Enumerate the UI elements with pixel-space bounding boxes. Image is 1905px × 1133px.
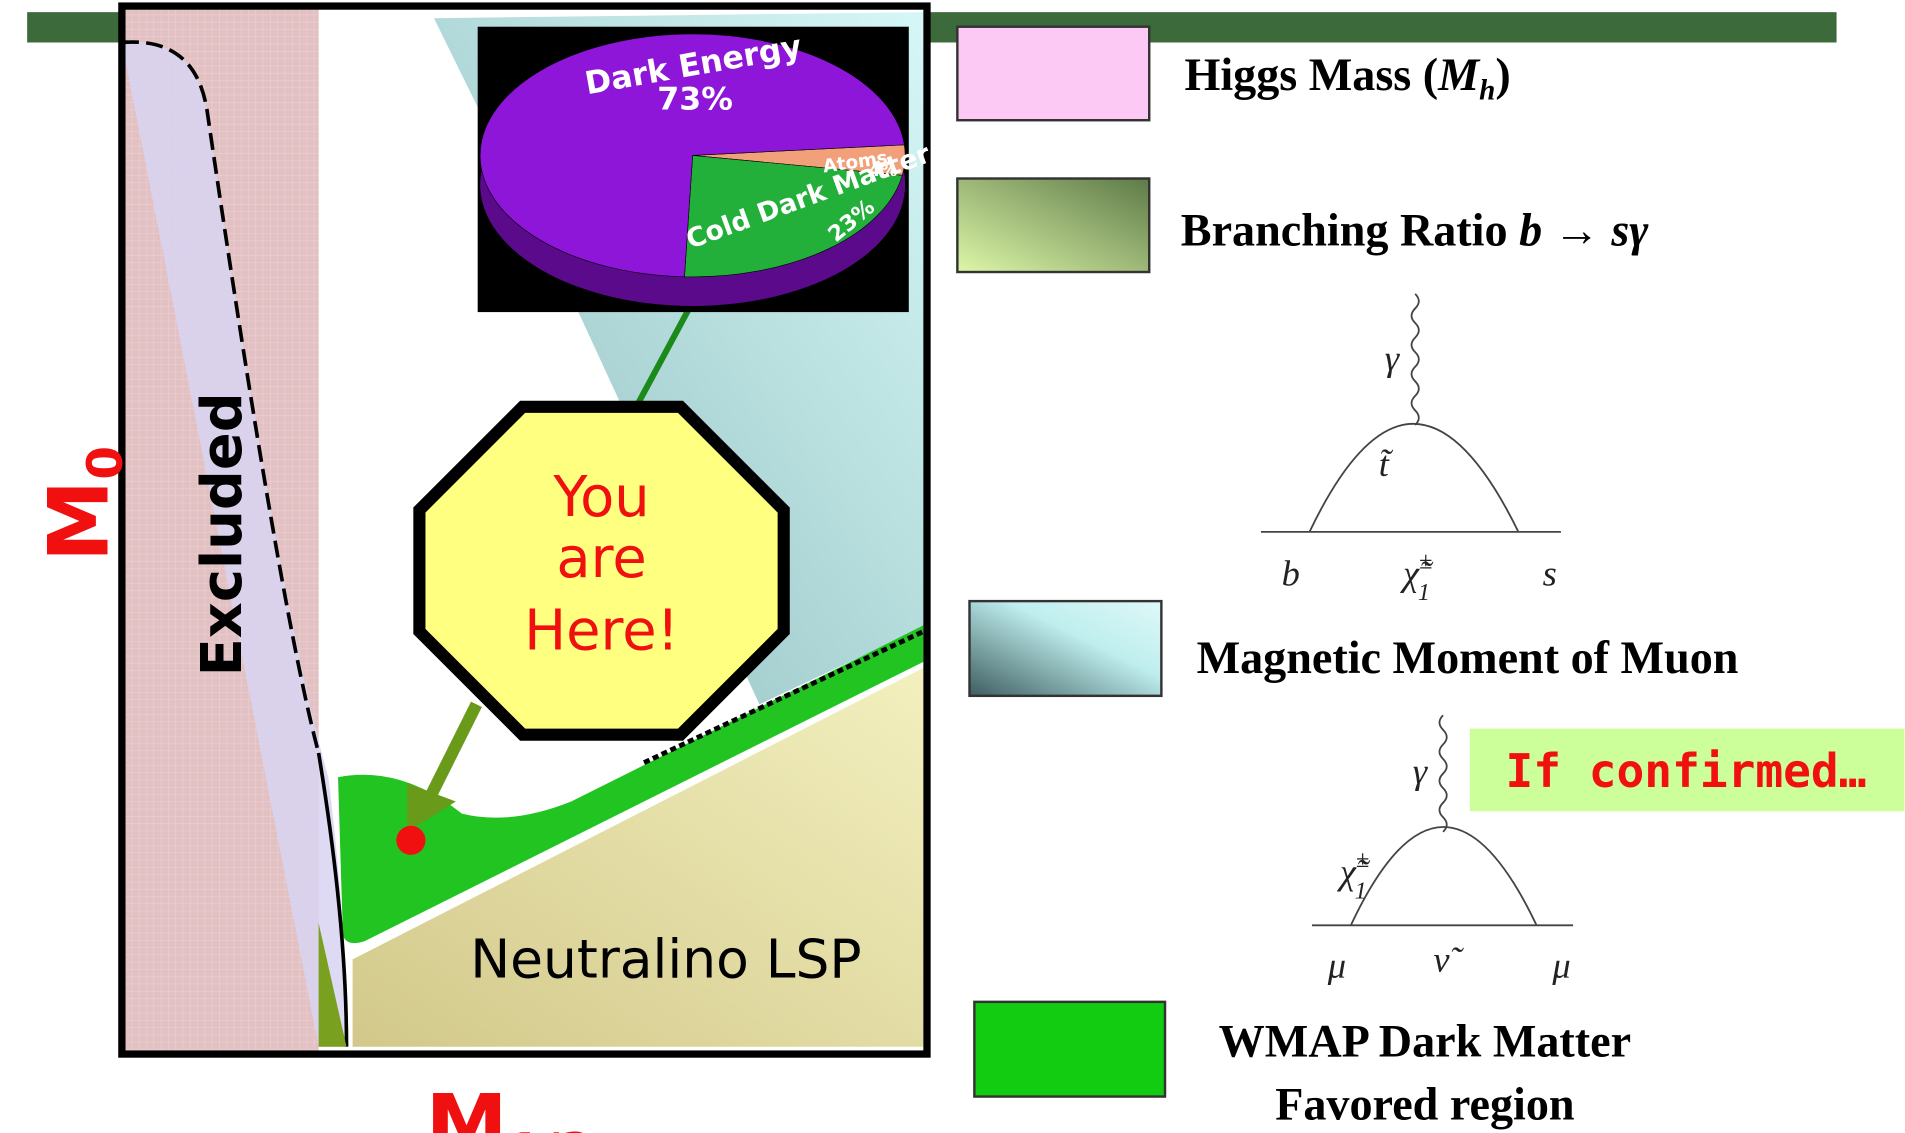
legend: Higgs Mass (Mh) Branching Ratio b → sγ M… [956,25,1739,1130]
feynman-label: μ [1327,946,1346,986]
y-axis-sub: 0 [78,446,134,480]
legend-text: Branching Ratio b → sγ [1181,204,1649,255]
legend-text: WMAP Dark Matter [1219,1015,1631,1066]
feynman-sub: 1 [1355,878,1367,905]
legend-math: b → sγ [1519,204,1649,255]
feynman-label: ν̃ [1433,939,1464,979]
axis-labels: M0 M1/2 [31,446,593,1133]
neutralino-region [352,667,924,1047]
legend-text: ) [1495,49,1510,100]
note-text: If confirmed… [1505,744,1866,798]
x-axis-label: M [425,1078,507,1133]
legend-text: Favored region [1275,1079,1574,1130]
feynman-2 [1311,714,1574,927]
legend-math: M [1437,49,1481,100]
feynman-label: χ̃± 1 [1400,547,1434,606]
feynman-1-labels: γ t̃ b χ̃± 1 s [1282,338,1557,606]
feynman-label: χ̃± 1 [1337,846,1371,905]
pie-value: 73% [657,81,733,117]
marker-sign [413,400,790,741]
pie-slice [479,33,905,278]
legend-text: Higgs Mass (Mh) [1184,49,1510,107]
legend-sub: h [1479,75,1495,107]
feynman-sup: ± [1419,547,1432,574]
neutralino-label: Neutralino LSP [470,928,861,991]
legend-text: Magnetic Moment of Muon [1197,632,1739,683]
feynman-label: s [1543,553,1557,593]
legend-swatch [956,25,1151,122]
excluded-label: Excluded [190,392,255,676]
legend-swatch [968,599,1163,698]
feynman-label: γ [1413,751,1429,791]
y-axis-label: M [31,480,127,562]
feynman-label: μ [1551,946,1570,986]
legend-swatch [973,1000,1167,1098]
wmap-region [338,625,924,944]
x-axis-label: M1/2 [425,1078,593,1133]
feynman-sup: ± [1356,846,1369,873]
pie-value: 4% [869,161,898,181]
feynman-label: t̃ [1379,444,1394,484]
marker-text: Here! [524,599,679,664]
marker-text: are [556,526,646,591]
legend-swatch [956,177,1151,274]
y-axis-label: M0 [31,446,134,562]
x-axis-sub: 1/2 [508,1124,593,1133]
legend-text: Branching Ratio [1181,204,1519,255]
note-box [1469,728,1905,812]
here-dot [396,825,426,855]
legend-text: Higgs Mass ( [1184,49,1438,100]
feynman-label: b [1282,553,1300,593]
feynman-label: γ [1385,338,1401,378]
feynman-sub: 1 [1418,579,1430,606]
feynman-1 [1260,293,1561,533]
marker-text: You [552,465,649,530]
plot: Excluded Neutralino LSP Dark Energy 73% … [118,2,935,1058]
pie-slice [684,155,903,278]
